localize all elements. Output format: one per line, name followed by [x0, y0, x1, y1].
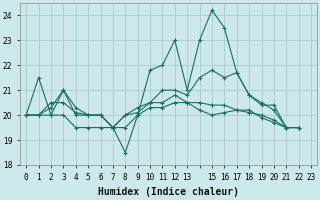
X-axis label: Humidex (Indice chaleur): Humidex (Indice chaleur) [98, 187, 239, 197]
